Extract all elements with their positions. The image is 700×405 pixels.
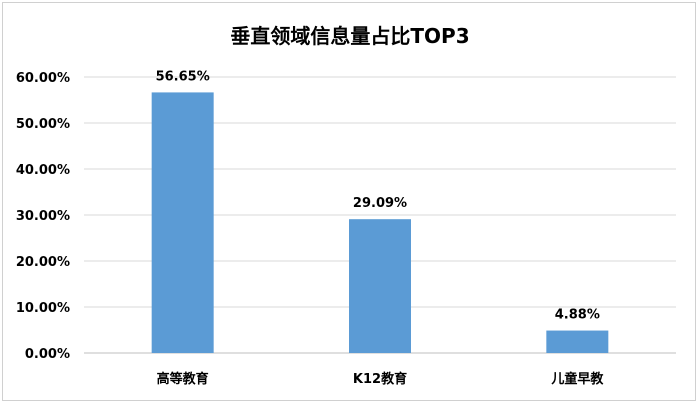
y-tick-label: 0.00% bbox=[25, 347, 70, 362]
y-tick-label: 20.00% bbox=[16, 255, 70, 270]
x-category-label: 高等教育 bbox=[157, 371, 209, 387]
bar bbox=[546, 330, 609, 353]
bar bbox=[349, 219, 411, 353]
data-label: 4.88% bbox=[555, 308, 600, 323]
y-tick-label: 10.00% bbox=[16, 301, 70, 316]
y-tick-label: 40.00% bbox=[16, 163, 70, 178]
x-axis-categories: 高等教育 K12教育 儿童早教 bbox=[157, 371, 605, 387]
bar bbox=[151, 92, 214, 353]
chart-title: 垂直领域信息量占比TOP3 bbox=[230, 24, 469, 48]
data-labels: 56.65% 29.09% 4.88% bbox=[156, 69, 600, 322]
y-tick-label: 60.00% bbox=[16, 71, 70, 86]
data-label: 29.09% bbox=[353, 196, 407, 211]
x-category-label: K12教育 bbox=[353, 371, 407, 387]
bars bbox=[151, 92, 609, 353]
y-axis-ticks: 0.00% 10.00% 20.00% 30.00% 40.00% 50.00% 60.00… bbox=[16, 71, 70, 362]
data-label: 56.65% bbox=[156, 69, 210, 84]
y-tick-label: 30.00% bbox=[16, 209, 70, 224]
x-category-label: 儿童早教 bbox=[550, 371, 604, 387]
y-tick-label: 50.00% bbox=[16, 117, 70, 132]
